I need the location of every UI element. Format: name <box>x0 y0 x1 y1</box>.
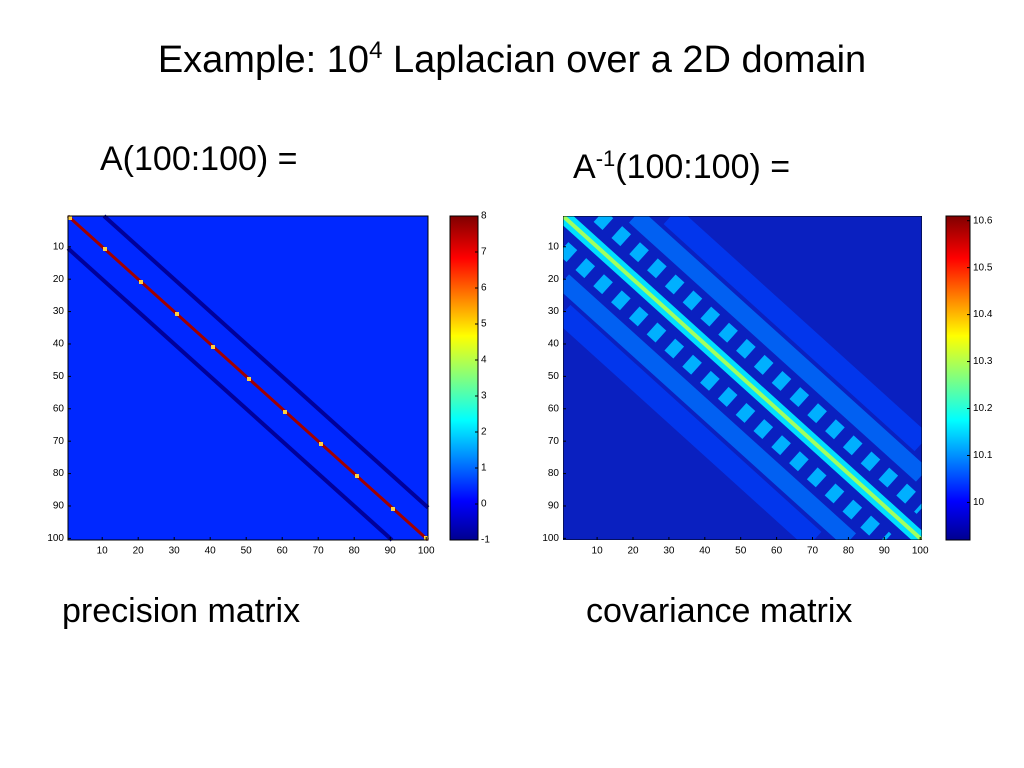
y-tick-label: 10 <box>53 241 65 252</box>
heading-rest: (100:100) = <box>615 148 790 186</box>
y-tick-label: 100 <box>542 533 559 544</box>
x-tick-label: 60 <box>277 546 289 557</box>
y-tick-label: 10 <box>548 241 560 252</box>
x-tick-label: 40 <box>205 546 217 557</box>
colorbar-tick-label: 6 <box>481 283 487 294</box>
y-tick-label: 60 <box>548 403 560 414</box>
x-tick-label: 80 <box>349 546 361 557</box>
panel-heading: A-1(100:100) = <box>573 146 790 186</box>
x-tick-label: 70 <box>807 546 819 557</box>
y-tick-label: 20 <box>53 274 65 285</box>
y-tick-label: 20 <box>548 274 560 285</box>
y-tick-label: 100 <box>47 533 64 544</box>
title-rest: Laplacian over a 2D domain <box>382 39 866 81</box>
colorbar-tick-label: 10.1 <box>973 450 993 461</box>
colorbar-tick-label: 1 <box>481 463 487 474</box>
x-tick-label: 40 <box>699 546 711 557</box>
x-tick-label: 30 <box>169 546 181 557</box>
colorbar-tick-label: 10.2 <box>973 403 993 414</box>
y-tick-label: 30 <box>53 306 65 317</box>
y-tick-label: 50 <box>53 371 65 382</box>
y-tick-label: 90 <box>548 501 560 512</box>
caption: covariance matrix <box>586 592 852 630</box>
colorbar-tick-label: 10 <box>973 497 985 508</box>
x-tick-label: 20 <box>627 546 639 557</box>
y-tick-label: 80 <box>53 468 65 479</box>
colorbar-tick-label: 10.5 <box>973 262 993 273</box>
slide-title: Example: 104 Laplacian over a 2D domain <box>158 37 866 81</box>
colorbar-tick-label: 7 <box>481 247 487 258</box>
colorbar-tick-label: 10.3 <box>973 356 993 367</box>
colorbar-tick-label: 0 <box>481 499 487 510</box>
x-tick-label: 70 <box>313 546 325 557</box>
y-tick-label: 60 <box>53 403 65 414</box>
colorbar <box>945 215 971 541</box>
colorbar-tick-label: 4 <box>481 355 487 366</box>
panel-heading: A(100:100) = <box>100 140 298 178</box>
colorbar-tick-label: 3 <box>481 391 487 402</box>
heatmap-image <box>66 214 430 542</box>
x-tick-label: 90 <box>385 546 397 557</box>
x-tick-label: 90 <box>879 546 891 557</box>
x-tick-label: 100 <box>912 546 929 557</box>
colorbar-tick-label: 8 <box>481 211 487 222</box>
y-tick-label: 40 <box>53 339 65 350</box>
colorbar <box>449 215 479 541</box>
x-tick-label: 50 <box>241 546 253 557</box>
x-tick-label: 60 <box>771 546 783 557</box>
y-tick-label: 30 <box>548 306 560 317</box>
colorbar-tick-label: 2 <box>481 427 487 438</box>
caption: precision matrix <box>62 592 300 630</box>
y-tick-label: 50 <box>548 371 560 382</box>
title-sup: 4 <box>369 37 382 64</box>
colorbar-tick-label: -1 <box>481 535 490 546</box>
x-tick-label: 50 <box>735 546 747 557</box>
y-tick-label: 70 <box>548 436 560 447</box>
title-text: Example: 10 <box>158 39 369 81</box>
heading-sup: -1 <box>596 146 616 171</box>
x-tick-label: 100 <box>418 546 435 557</box>
y-tick-label: 80 <box>548 468 560 479</box>
y-tick-label: 90 <box>53 501 65 512</box>
x-tick-label: 10 <box>97 546 109 557</box>
x-tick-label: 30 <box>663 546 675 557</box>
x-tick-label: 20 <box>133 546 145 557</box>
x-tick-label: 80 <box>843 546 855 557</box>
colorbar-tick-label: 10.4 <box>973 309 993 320</box>
y-tick-label: 40 <box>548 339 560 350</box>
heading-base: A <box>573 148 596 186</box>
colorbar-tick-label: 5 <box>481 319 487 330</box>
colorbar-tick-label: 10.6 <box>973 215 993 226</box>
heatmap-image <box>563 216 922 540</box>
y-tick-label: 70 <box>53 436 65 447</box>
x-tick-label: 10 <box>592 546 604 557</box>
